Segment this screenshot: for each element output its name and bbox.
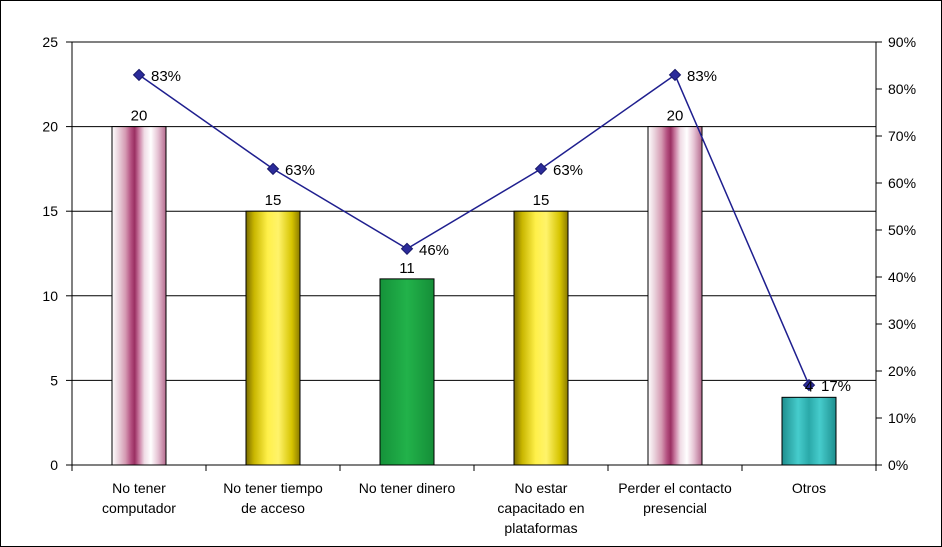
y-left-tick-label: 10 xyxy=(42,288,58,304)
x-tick-label: Perder el contacto presencial xyxy=(618,480,732,516)
bar xyxy=(513,210,569,466)
bar xyxy=(245,210,301,466)
y-left-tick-label: 20 xyxy=(42,119,58,135)
bar xyxy=(111,126,167,466)
x-tick-label: Otros xyxy=(792,480,826,496)
y-right-tick-label: 90% xyxy=(888,34,916,50)
bar xyxy=(379,278,435,466)
y-left-tick-label: 0 xyxy=(50,457,58,473)
y-right-tick-label: 40% xyxy=(888,269,916,285)
y-right-tick-label: 10% xyxy=(888,410,916,426)
y-right-tick-label: 70% xyxy=(888,128,916,144)
y-right-tick-label: 20% xyxy=(888,363,916,379)
line-point xyxy=(802,378,816,392)
bar-value-label: 15 xyxy=(265,192,282,209)
bar-value-label: 20 xyxy=(131,108,148,125)
axes: 0 5 10 15 20 25 0% 10% 20% 30% 40% 50% 60% 70% 80% 90% N… xyxy=(42,34,916,536)
bar-value-label: 4 xyxy=(805,378,813,395)
bar xyxy=(647,126,703,466)
line-point xyxy=(400,242,414,256)
y-right-tick-label: 50% xyxy=(888,222,916,238)
y-right-tick-label: 30% xyxy=(888,316,916,332)
y-right-tick-label: 60% xyxy=(888,175,916,191)
y-left-tick-label: 25 xyxy=(42,34,58,50)
bar-value-label: 11 xyxy=(399,260,415,277)
line-series xyxy=(132,68,816,392)
line-value-label: 63% xyxy=(553,162,583,179)
line-point xyxy=(668,68,682,82)
y-right-tick-label: 80% xyxy=(888,81,916,97)
line-value-label: 17% xyxy=(821,378,851,395)
line-point xyxy=(534,162,548,176)
bar-value-label: 15 xyxy=(533,192,550,209)
x-tick-label: No tener tiempo de acceso xyxy=(223,480,323,516)
bar-value-label: 20 xyxy=(667,108,684,125)
y-right-tick-label: 0% xyxy=(888,457,908,473)
x-tick-label: No estar capacitado en plataformas xyxy=(497,480,584,536)
line-value-label: 63% xyxy=(285,162,315,179)
line-point xyxy=(132,68,146,82)
gridlines xyxy=(72,41,876,381)
line-value-label: 83% xyxy=(151,68,181,85)
y-left-tick-label: 15 xyxy=(42,203,58,219)
x-tick-label: No tener computador xyxy=(102,480,176,516)
data-labels: 20 15 11 15 20 4 83% 63% 46% 63% 83% 17% xyxy=(131,68,851,395)
bar xyxy=(781,396,837,466)
bar-series xyxy=(111,126,837,466)
line-path xyxy=(138,73,810,386)
y-left-tick-label: 5 xyxy=(50,372,58,388)
line-value-label: 46% xyxy=(419,242,449,259)
x-tick-label: No tener dinero xyxy=(359,480,456,496)
line-point xyxy=(266,162,280,176)
line-value-label: 83% xyxy=(687,68,717,85)
